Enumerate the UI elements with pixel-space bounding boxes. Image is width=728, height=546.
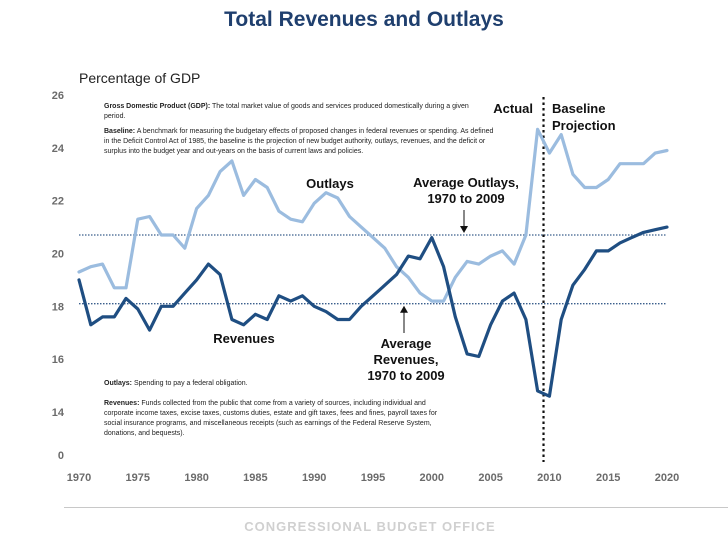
y-tick-label: 18 bbox=[52, 301, 64, 313]
footer: CONGRESSIONAL BUDGET OFFICE bbox=[244, 519, 496, 534]
avg-outlays-label-line1: Average Outlays, bbox=[413, 175, 519, 190]
x-tick-label: 1970 bbox=[67, 472, 91, 484]
avg-revenues-label-line1: Average bbox=[381, 336, 432, 351]
footer-rule bbox=[64, 507, 728, 508]
x-tick-label: 1980 bbox=[184, 472, 208, 484]
baseline-label-line1: Baseline bbox=[552, 101, 605, 116]
revenues-series-line bbox=[77, 225, 669, 398]
series-lines bbox=[77, 127, 669, 398]
note-outlays-term: Outlays: bbox=[104, 380, 133, 387]
x-tick-label: 1975 bbox=[126, 472, 150, 484]
avg-outlays-label-line2: 1970 to 2009 bbox=[427, 191, 504, 206]
note-baseline-text: A benchmark for measuring the budgetary … bbox=[104, 128, 494, 155]
note-gdp: Gross Domestic Product (GDP): The total … bbox=[104, 102, 489, 122]
y-tick-label: 16 bbox=[52, 354, 64, 366]
axis-layer: 0 14 16 18 20 22 24 26 1970 1975 1980 1985 1990 1995 2… bbox=[52, 90, 679, 484]
note-outlays-text: Spending to pay a federal obligation. bbox=[133, 380, 248, 387]
x-tick-label: 2015 bbox=[596, 472, 620, 484]
note-baseline-term: Baseline: bbox=[104, 128, 136, 135]
chart-title: Total Revenues and Outlays bbox=[224, 8, 504, 31]
note-baseline: Baseline: A benchmark for measuring the … bbox=[104, 127, 499, 157]
y-tick-label: 26 bbox=[52, 90, 64, 102]
y-tick-label: 14 bbox=[52, 407, 65, 419]
note-outlays: Outlays: Spending to pay a federal oblig… bbox=[104, 379, 434, 389]
actual-label: Actual bbox=[493, 101, 533, 116]
x-tick-label: 1990 bbox=[302, 472, 326, 484]
avg-revenues-label-line2: Revenues, bbox=[373, 352, 438, 367]
average-lines bbox=[79, 97, 667, 462]
note-revenues-term: Revenues: bbox=[104, 400, 140, 407]
note-revenues-text: Funds collected from the public that com… bbox=[104, 400, 438, 437]
revenues-label: Revenues bbox=[213, 331, 274, 346]
x-tick-label: 1985 bbox=[243, 472, 267, 484]
y-axis-label: Percentage of GDP bbox=[79, 70, 201, 86]
note-revenues: Revenues: Funds collected from the publi… bbox=[104, 399, 449, 439]
x-tick-label: 2005 bbox=[478, 472, 502, 484]
outlays-series-line bbox=[77, 127, 669, 303]
note-gdp-term: Gross Domestic Product (GDP): bbox=[104, 103, 211, 110]
y-tick-label: 0 bbox=[58, 450, 64, 462]
avg-revenues-label-line3: 1970 to 2009 bbox=[367, 368, 444, 383]
note-gdp-text: The total market value of goods and serv… bbox=[104, 103, 469, 120]
outlays-label: Outlays bbox=[306, 176, 354, 191]
x-tick-label: 2000 bbox=[420, 472, 444, 484]
y-tick-label: 20 bbox=[52, 249, 64, 261]
y-tick-label: 22 bbox=[52, 196, 64, 208]
avg-outlays-arrowhead bbox=[460, 226, 468, 234]
y-tick-label: 24 bbox=[52, 143, 65, 155]
x-tick-label: 2020 bbox=[655, 472, 679, 484]
annotations: Outlays Revenues Average Outlays, 1970 t… bbox=[213, 101, 615, 383]
baseline-label-line2: Projection bbox=[552, 118, 616, 133]
avg-revenues-arrowhead bbox=[400, 305, 408, 313]
x-tick-label: 2010 bbox=[537, 472, 561, 484]
x-tick-label: 1995 bbox=[361, 472, 385, 484]
